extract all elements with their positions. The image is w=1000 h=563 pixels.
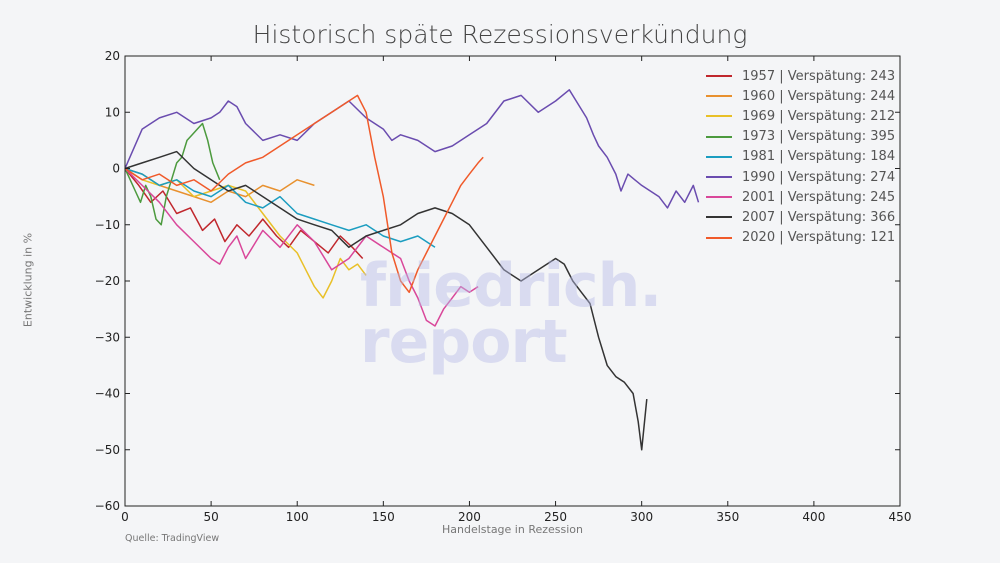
y-tick-label: 20: [105, 49, 120, 63]
x-tick-label: 50: [203, 510, 218, 524]
legend-label: 1990 | Verspätung: 274: [742, 169, 896, 185]
legend-swatch: [706, 176, 732, 179]
legend-label: 1957 | Verspätung: 243: [742, 68, 896, 84]
legend-label: 2001 | Verspätung: 245: [742, 189, 896, 205]
legend-label: 1969 | Verspätung: 212: [742, 108, 896, 124]
legend-swatch: [706, 196, 732, 199]
legend-item: 2020 | Verspätung: 121: [700, 228, 900, 248]
y-tick-label: −60: [95, 499, 120, 513]
x-tick-label: 250: [544, 510, 567, 524]
x-tick-label: 200: [458, 510, 481, 524]
x-tick-label: 450: [889, 510, 912, 524]
y-tick-label: −10: [95, 218, 120, 232]
series-line-6: [124, 167, 479, 327]
legend-swatch: [706, 95, 732, 98]
legend-swatch: [706, 75, 732, 78]
legend-item: 1969 | Verspätung: 212: [700, 106, 900, 126]
source-note: Quelle: TradingView: [125, 533, 220, 544]
legend-label: 1981 | Verspätung: 184: [742, 149, 896, 165]
legend-item: 2001 | Verspätung: 245: [700, 187, 900, 207]
series-line-4: [124, 167, 436, 248]
x-tick-label: 400: [802, 510, 825, 524]
y-tick-label: 10: [105, 105, 120, 119]
x-axis-label: Handelstage in Rezession: [441, 523, 584, 536]
chart-title: Historisch späte Rezessionsverkündung: [252, 20, 748, 49]
x-tick-label: 350: [716, 510, 739, 524]
y-tick-label: −50: [95, 443, 120, 457]
x-tick-label: 0: [121, 510, 129, 524]
y-axis-label: Entwicklung in %: [21, 232, 35, 328]
series-line-8: [124, 94, 484, 294]
legend-item: 1973 | Verspätung: 395: [700, 127, 900, 147]
y-tick-label: 0: [112, 162, 120, 176]
series-line-7: [124, 150, 648, 451]
legend: 1957 | Verspätung: 243 1960 | Verspätung:…: [700, 66, 900, 248]
x-tick-label: 300: [630, 510, 653, 524]
legend-swatch: [706, 216, 732, 219]
series-line-0: [124, 168, 364, 260]
legend-item: 1957 | Verspätung: 243: [700, 66, 900, 86]
x-tick-label: 150: [372, 510, 395, 524]
watermark-line-1: friedrich.: [360, 251, 662, 321]
legend-label: 2020 | Verspätung: 121: [742, 230, 896, 246]
series-line-5: [124, 89, 700, 209]
legend-label: 1960 | Verspätung: 244: [742, 88, 896, 104]
legend-item: 2007 | Verspätung: 366: [700, 207, 900, 227]
x-tick-label: 100: [286, 510, 309, 524]
legend-swatch: [706, 115, 732, 118]
series-line-3: [124, 122, 221, 226]
legend-item: 1960 | Verspätung: 244: [700, 86, 900, 106]
watermark-line-2: report: [360, 307, 568, 377]
legend-item: 1990 | Verspätung: 274: [700, 167, 900, 187]
y-tick-label: −30: [95, 330, 120, 344]
y-tick-label: −40: [95, 387, 120, 401]
legend-label: 1973 | Verspätung: 395: [742, 129, 896, 145]
legend-item: 1981 | Verspätung: 184: [700, 147, 900, 167]
legend-swatch: [706, 236, 732, 239]
legend-swatch: [706, 155, 732, 158]
y-tick-label: −20: [95, 274, 120, 288]
legend-label: 2007 | Verspätung: 366: [742, 209, 896, 225]
legend-swatch: [706, 135, 732, 138]
watermark-logo: friedrich. report: [360, 251, 690, 377]
